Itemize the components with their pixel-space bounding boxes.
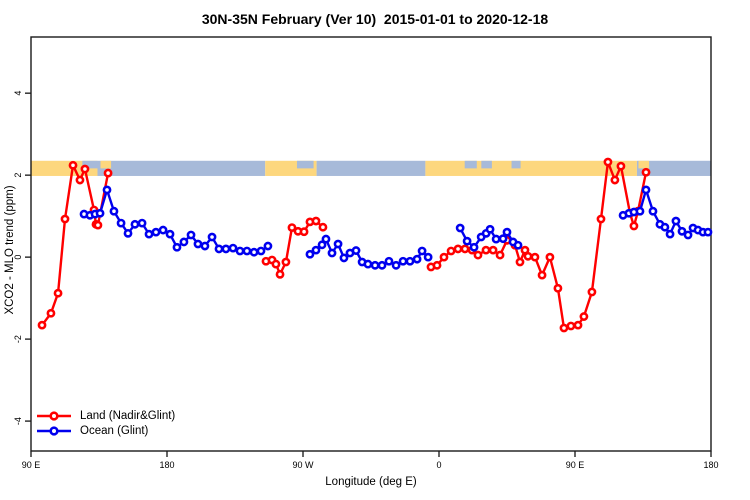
land-series-symbol — [37, 410, 71, 421]
svg-text:180: 180 — [159, 460, 174, 470]
chart-title: 30N-35N February (Ver 10) 2015-01-01 to … — [201, 11, 549, 27]
x-axis-label: Longitude (deg E) — [325, 476, 417, 488]
svg-text:4: 4 — [13, 91, 23, 96]
legend-item-land: Land (Nadir&Glint) — [37, 408, 175, 423]
svg-text:90 E: 90 E — [22, 460, 41, 470]
svg-text:90 W: 90 W — [292, 460, 314, 470]
svg-text:0: 0 — [13, 255, 23, 260]
svg-text:-2: -2 — [13, 335, 23, 343]
legend: Land (Nadir&Glint) Ocean (Glint) — [37, 408, 175, 438]
svg-text:-4: -4 — [13, 417, 23, 425]
legend-item-ocean: Ocean (Glint) — [37, 423, 175, 438]
ocean-series-symbol — [37, 425, 71, 436]
y-axis-label: XCO2 - MLO trend (ppm) — [4, 185, 16, 315]
svg-text:90 E: 90 E — [566, 460, 585, 470]
svg-text:0: 0 — [436, 460, 441, 470]
svg-text:180: 180 — [703, 460, 718, 470]
legend-label-ocean: Ocean (Glint) — [80, 424, 149, 437]
legend-label-land: Land (Nadir&Glint) — [80, 409, 176, 422]
svg-text:2: 2 — [13, 173, 23, 178]
